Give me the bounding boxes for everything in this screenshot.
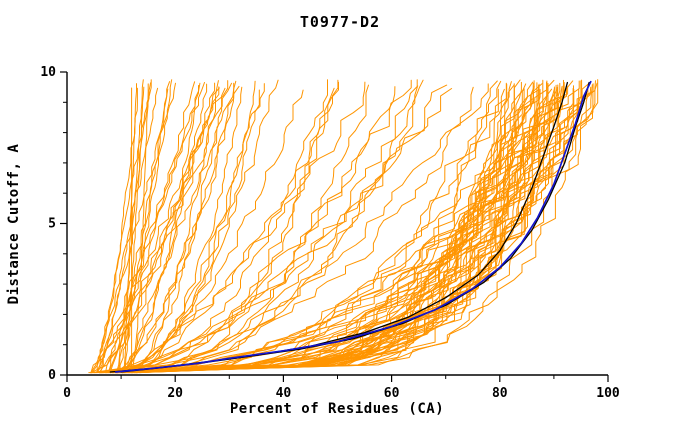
model-curve bbox=[104, 84, 559, 374]
model-curve bbox=[98, 83, 543, 374]
model-curve bbox=[123, 83, 137, 374]
model-curve bbox=[110, 84, 448, 374]
model-curve bbox=[101, 80, 256, 374]
model-curve bbox=[109, 79, 412, 374]
model-curve bbox=[99, 89, 540, 374]
y-axis-label: Distance Cutoff, A bbox=[6, 144, 22, 305]
model-curve bbox=[126, 88, 525, 374]
y-tick-label: 0 bbox=[48, 368, 56, 383]
x-tick-label: 60 bbox=[384, 386, 400, 401]
x-tick-label: 80 bbox=[492, 386, 508, 401]
model-curve bbox=[136, 80, 596, 374]
model-curve bbox=[123, 83, 508, 374]
x-tick-label: 20 bbox=[167, 386, 183, 401]
model-curve bbox=[129, 80, 580, 374]
model-curve bbox=[122, 83, 208, 374]
x-tick-label: 0 bbox=[63, 386, 71, 401]
model-curve bbox=[103, 88, 453, 374]
model-curve bbox=[131, 89, 304, 374]
model-curve bbox=[131, 83, 549, 374]
model-curve bbox=[96, 82, 201, 374]
x-axis-label: Percent of Residues (CA) bbox=[230, 401, 444, 417]
model-curve bbox=[132, 79, 424, 374]
model-curve bbox=[113, 85, 240, 374]
model-curve bbox=[117, 85, 419, 374]
model-curve bbox=[124, 80, 548, 374]
model-curve bbox=[115, 88, 499, 374]
model-curve bbox=[131, 79, 418, 374]
x-tick-label: 40 bbox=[276, 386, 292, 401]
model-curve bbox=[108, 88, 169, 374]
model-curve bbox=[94, 89, 558, 374]
model-curve bbox=[117, 79, 339, 374]
model-curve bbox=[122, 82, 235, 374]
model-curve bbox=[90, 83, 489, 374]
model-curve bbox=[112, 80, 498, 374]
model-curve bbox=[115, 79, 144, 374]
y-tick-label: 10 bbox=[40, 65, 56, 80]
model-curve bbox=[116, 79, 279, 374]
model-curve bbox=[109, 81, 366, 374]
model-curve bbox=[134, 82, 565, 374]
model-curve bbox=[133, 79, 555, 374]
axes-layer: 0 20 40 60 80 100 0 5 10 bbox=[40, 65, 620, 401]
model-curve bbox=[138, 81, 547, 374]
y-tick-label: 5 bbox=[48, 217, 56, 232]
model-curve bbox=[101, 80, 582, 374]
model-curve bbox=[119, 87, 220, 374]
orange-model-curves-layer bbox=[88, 79, 599, 374]
model-curve bbox=[99, 83, 515, 374]
model-curve bbox=[91, 82, 507, 374]
model-curve bbox=[127, 80, 574, 374]
model-curve bbox=[119, 88, 580, 374]
model-curve bbox=[128, 81, 592, 374]
highlight-curves-layer bbox=[109, 80, 592, 373]
model-curve bbox=[105, 79, 328, 374]
x-tick-label: 100 bbox=[596, 386, 620, 401]
model-curve bbox=[131, 87, 226, 374]
model-curve bbox=[107, 89, 260, 374]
model-curve bbox=[135, 80, 535, 374]
highlighted-model bbox=[114, 80, 592, 373]
model-curve bbox=[114, 86, 589, 374]
model-curve bbox=[91, 86, 396, 374]
chart-title: T0977-D2 bbox=[300, 13, 380, 31]
model-curve bbox=[115, 85, 199, 374]
model-curve bbox=[124, 86, 145, 374]
model-curve bbox=[135, 79, 544, 374]
model-curve bbox=[131, 87, 335, 374]
